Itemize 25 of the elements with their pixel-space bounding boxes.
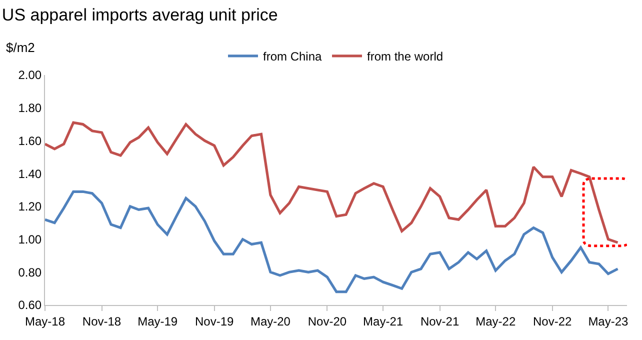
- x-tick-label: May-23: [588, 314, 629, 328]
- y-tick-label: 0.80: [18, 265, 42, 280]
- y-tick-label: 2.00: [18, 68, 42, 82]
- x-tick-label: May-21: [363, 314, 404, 328]
- line-series: [45, 121, 620, 244]
- x-tick-label: May-19: [138, 314, 178, 328]
- x-tick-label: May-18: [24, 314, 66, 328]
- x-tick-label: May-20: [250, 314, 291, 328]
- legend-label: from the world: [367, 50, 444, 64]
- y-tick-label: 1.20: [18, 200, 42, 214]
- y-tick-label: 0.60: [18, 298, 42, 312]
- y-tick-label: 1.00: [18, 232, 42, 246]
- x-tick-label: Nov-19: [194, 314, 234, 328]
- y-tick-label: 1.80: [18, 101, 42, 116]
- x-tick-label: Nov-20: [308, 314, 347, 328]
- x-tick-label: May-22: [476, 314, 516, 328]
- y-tick-label: 1.60: [18, 134, 42, 148]
- legend-label: from China: [263, 50, 322, 64]
- chart-title: US apparel imports averag unit price: [2, 5, 278, 24]
- x-tick-label: Nov-18: [82, 314, 122, 328]
- y-axis-title: $/m2: [6, 40, 35, 55]
- x-tick-label: Nov-21: [420, 314, 460, 328]
- x-tick-label: Nov-22: [533, 314, 572, 328]
- line-series: [45, 190, 620, 294]
- y-tick-label: 1.40: [18, 166, 42, 181]
